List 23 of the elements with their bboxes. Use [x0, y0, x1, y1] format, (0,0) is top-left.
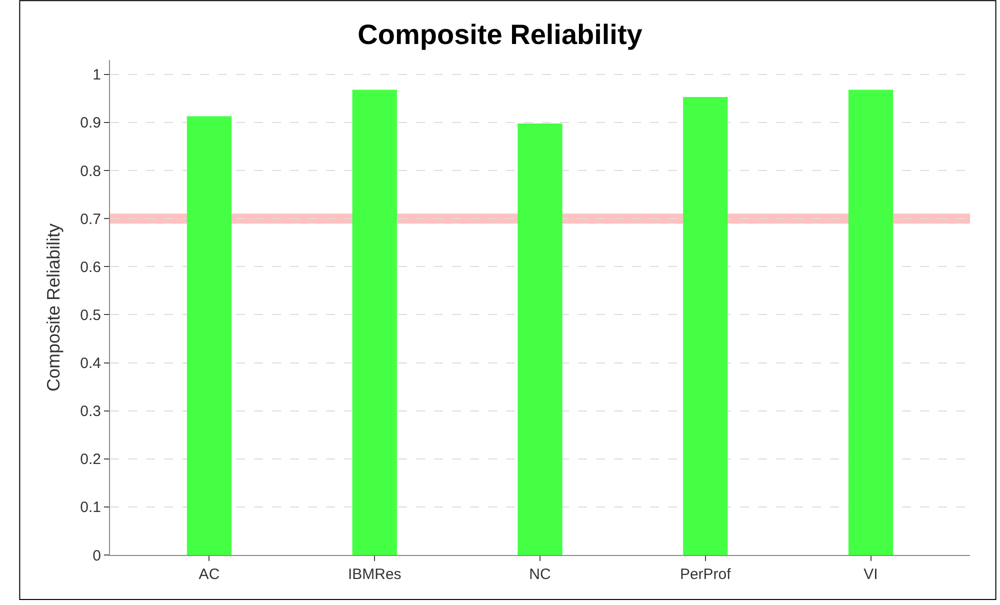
y-tick-label: 0.5	[80, 306, 101, 324]
y-tick-label: 0.6	[80, 258, 101, 276]
x-tick-label: VI	[864, 566, 878, 583]
bar	[518, 123, 562, 555]
y-tick-label: 0	[92, 547, 101, 564]
y-tick-label: 0.2	[80, 451, 101, 468]
y-tick-label: 0.4	[80, 355, 101, 372]
y-axis-title: Composite Reliability	[43, 223, 64, 392]
bar	[683, 97, 728, 555]
y-tick-label: 1	[92, 66, 101, 84]
bar	[186, 116, 232, 555]
y-tick-label: 0.8	[80, 162, 101, 180]
y-tick-label: 0.1	[80, 499, 101, 516]
x-tick-label: IBMRes	[348, 566, 402, 583]
y-tick-label: 0.9	[80, 114, 101, 132]
x-tick-label: NC	[529, 566, 551, 583]
x-tick-label: PerProf	[680, 566, 732, 583]
y-tick-label: 0.3	[80, 403, 101, 420]
bar	[352, 90, 397, 555]
y-tick-label: 0.7	[80, 210, 101, 228]
bar	[848, 90, 894, 555]
x-tick-label: AC	[198, 566, 220, 583]
chart-title: Composite Reliability	[358, 18, 643, 50]
